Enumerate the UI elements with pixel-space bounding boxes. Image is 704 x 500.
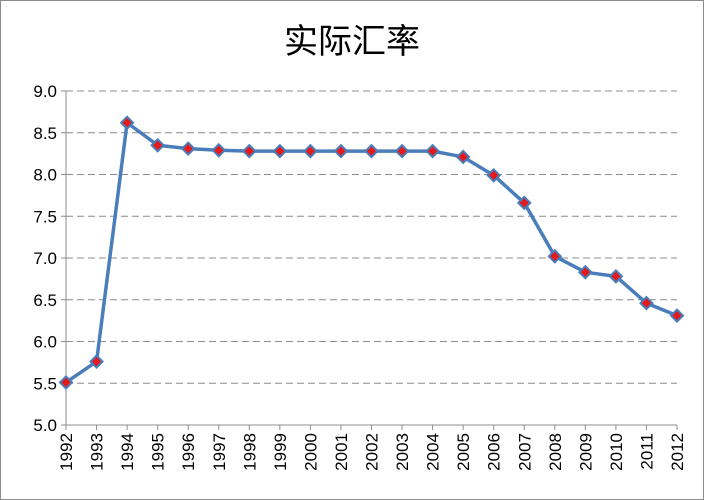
y-tick-label: 8.5	[33, 124, 57, 143]
x-tick-label: 2001	[332, 433, 351, 471]
data-point	[241, 143, 257, 159]
x-tick-label: 1995	[149, 433, 168, 471]
x-tick-label: 2003	[393, 433, 412, 471]
data-point	[89, 354, 104, 369]
data-point	[608, 268, 624, 284]
chart-title: 实际汇率	[284, 22, 420, 62]
y-tick-label: 5.0	[33, 416, 57, 435]
x-tick-label: 2005	[454, 433, 473, 471]
x-tick-label: 2006	[485, 433, 504, 471]
y-tick-label: 6.0	[33, 333, 57, 352]
data-point	[516, 195, 532, 211]
data-point	[669, 308, 685, 324]
x-tick-label: 1993	[88, 433, 107, 471]
series-line	[65, 120, 678, 384]
y-tick-label: 9.0	[33, 82, 57, 101]
x-tick-label: 2010	[607, 433, 626, 471]
x-tick-label: 2000	[301, 433, 320, 471]
x-tick-label: 2009	[576, 433, 595, 471]
data-point	[394, 143, 410, 159]
x-tick-label: 1999	[271, 433, 290, 471]
data-point	[425, 143, 441, 159]
x-tick-label: 1996	[179, 433, 198, 471]
y-tick-label: 7.5	[33, 207, 57, 226]
data-point	[547, 248, 563, 264]
y-tick-label: 7.0	[33, 249, 57, 268]
x-tick-label: 1998	[240, 433, 259, 471]
data-point	[272, 143, 288, 159]
x-tick-label: 2007	[515, 433, 534, 471]
x-tick-label: 1992	[57, 433, 76, 471]
x-tick-label: 2004	[424, 433, 443, 471]
data-point	[119, 115, 135, 131]
data-point	[302, 143, 318, 159]
y-tick-label: 6.5	[33, 291, 57, 310]
data-point	[639, 295, 654, 311]
data-point	[211, 142, 227, 158]
x-tick-label: 2002	[363, 433, 382, 471]
data-point	[180, 141, 196, 157]
data-point	[333, 143, 349, 159]
data-point	[486, 167, 502, 183]
data-point	[364, 143, 379, 159]
x-tick-label: 2012	[668, 433, 687, 471]
data-point	[577, 264, 593, 280]
y-tick-label: 5.5	[33, 374, 57, 393]
x-tick-label: 2011	[637, 433, 656, 470]
data-point	[150, 137, 166, 153]
data-point	[455, 149, 471, 165]
x-tick-label: 1997	[210, 433, 229, 471]
data-point	[58, 375, 74, 390]
y-tick-label: 8.0	[33, 166, 57, 185]
x-tick-label: 1994	[118, 433, 137, 471]
x-tick-label: 2008	[546, 433, 565, 471]
